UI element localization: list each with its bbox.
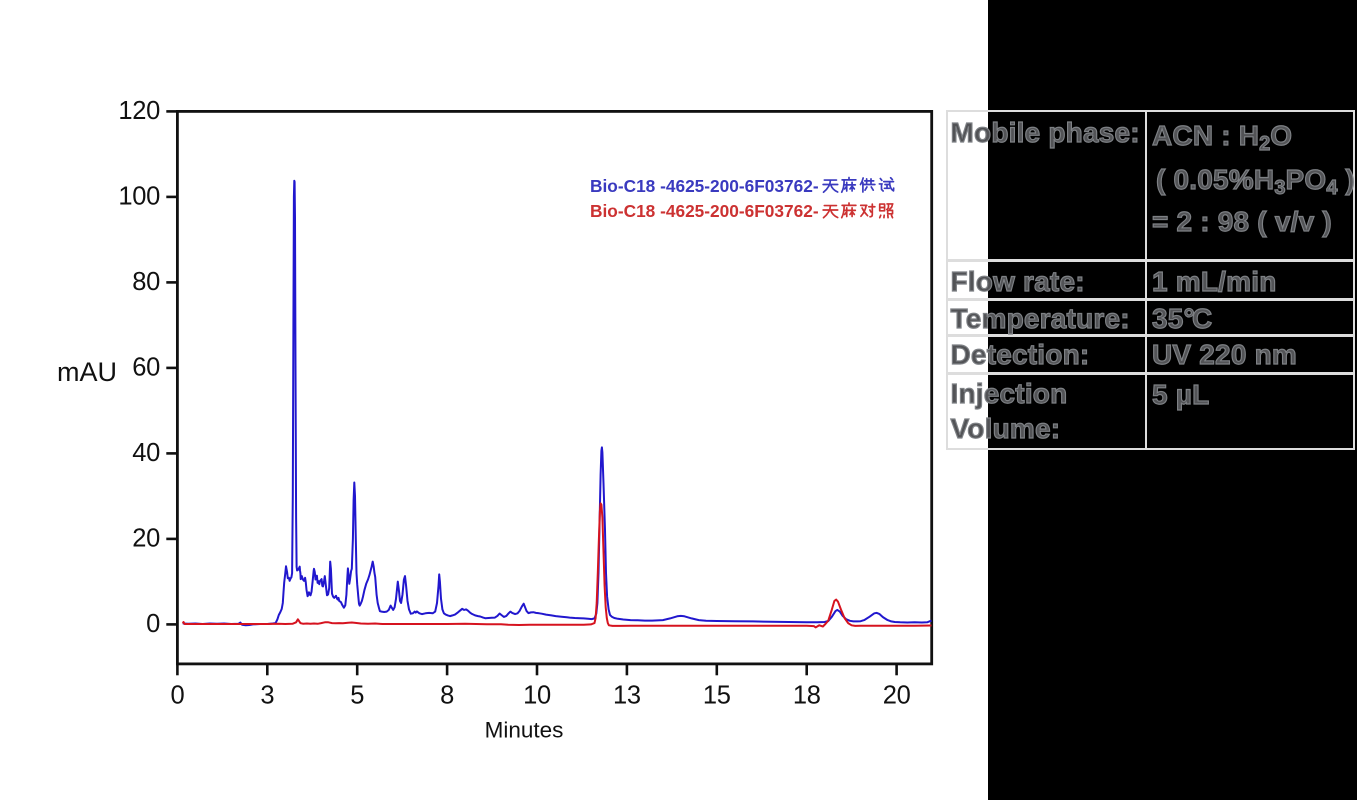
svg-text:15: 15 [703, 682, 731, 710]
svg-text:40: 40 [132, 439, 160, 467]
svg-text:3: 3 [260, 682, 274, 710]
svg-text:Minutes: Minutes [485, 718, 564, 743]
svg-text:20: 20 [132, 524, 160, 552]
svg-text:100: 100 [118, 182, 160, 210]
svg-text:80: 80 [132, 268, 160, 296]
svg-text:Bio-C18 -4625-200-6F03762-: Bio-C18 -4625-200-6F03762- [590, 201, 819, 221]
svg-text:0: 0 [146, 610, 160, 638]
svg-text:0: 0 [170, 682, 184, 710]
svg-text:Bio-C18 -4625-200-6F03762-: Bio-C18 -4625-200-6F03762- [590, 176, 819, 196]
svg-text:120: 120 [118, 97, 160, 125]
svg-text:mAU: mAU [57, 357, 117, 387]
svg-text:13: 13 [613, 682, 641, 710]
svg-text:60: 60 [132, 353, 160, 381]
svg-text:8: 8 [440, 682, 454, 710]
svg-text:20: 20 [883, 682, 911, 710]
svg-text:10: 10 [523, 682, 551, 710]
svg-text:18: 18 [793, 682, 821, 710]
svg-text:5: 5 [350, 682, 364, 710]
